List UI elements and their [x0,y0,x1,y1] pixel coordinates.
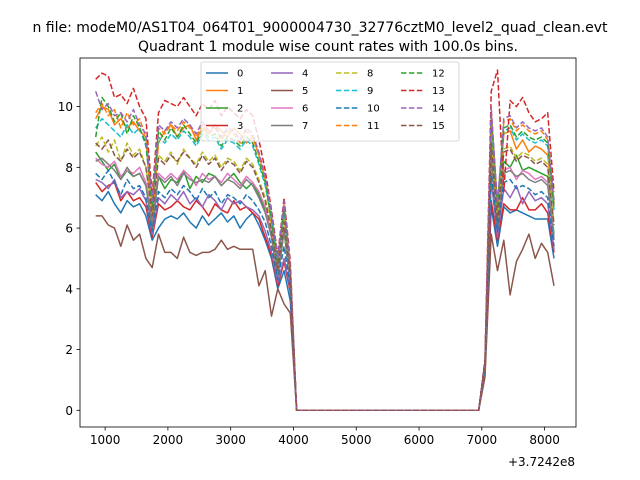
y-tick-label: 6 [65,222,73,236]
legend-label: 11 [367,121,380,132]
legend-item-14[interactable]: 14 [401,104,445,115]
legend-item-12[interactable]: 12 [401,69,445,80]
series-line-12 [94,96,555,412]
legend-label: 8 [367,69,373,80]
legend-label: 4 [302,69,308,80]
legend-label: 2 [237,104,243,115]
legend-label: 6 [302,104,308,115]
y-tick-label: 0 [65,404,73,418]
series-line-7 [95,154,555,412]
legend-item-13[interactable]: 13 [401,86,445,97]
y-axis-ticks: 0 2 4 6 8 10 [58,100,80,418]
legend-label: 5 [302,86,308,97]
chart-title: Quadrant 1 module wise count rates with … [138,39,518,55]
legend-item-7[interactable]: 7 [271,121,308,132]
legend-item-9[interactable]: 9 [336,86,373,97]
legend-label: 1 [237,86,243,97]
x-axis-ticks: 1000 2000 3000 4000 5000 6000 7000 8000 [90,427,560,447]
y-tick-label: 10 [58,100,73,114]
legend-label: 10 [367,104,380,115]
x-tick-label: 3000 [215,433,246,447]
legend-item-11[interactable]: 11 [336,121,380,132]
legend-label: 3 [237,121,243,132]
legend-label: 9 [367,86,373,97]
series-line-15 [95,139,555,412]
x-tick-label: 4000 [278,433,309,447]
series-line-4 [95,178,555,412]
legend-label: 0 [237,69,243,80]
y-tick-label: 8 [65,161,73,175]
legend-item-5[interactable]: 5 [271,86,308,97]
x-tick-label: 6000 [404,433,435,447]
x-tick-label: 8000 [529,433,560,447]
y-tick-label: 4 [65,282,73,296]
legend-item-0[interactable]: 0 [206,69,243,80]
series-line-3 [95,181,555,412]
series-line-0 [95,190,555,412]
y-tick-label: 2 [65,343,73,357]
legend-item-8[interactable]: 8 [336,69,373,80]
legend-item-10[interactable]: 10 [336,104,380,115]
x-tick-label: 1000 [90,433,121,447]
series-line-6 [95,157,555,412]
series-line-10 [95,169,555,412]
x-tick-label: 7000 [467,433,498,447]
axes-frame [79,57,577,428]
legend-item-3[interactable]: 3 [206,121,243,132]
x-tick-label: 5000 [341,433,372,447]
legend-item-6[interactable]: 6 [271,104,308,115]
figure-suptitle: n file: modeM0/AS1T04_064T01_9000004730_… [32,20,608,36]
legend-label: 12 [432,69,445,80]
legend-item-15[interactable]: 15 [401,121,445,132]
legend-label: 13 [432,86,445,97]
x-axis-offset-label: +3.7242e8 [508,455,575,469]
legend-label: 7 [302,121,308,132]
legend-item-4[interactable]: 4 [271,69,308,80]
legend-box [200,61,460,142]
legend-item-1[interactable]: 1 [206,86,243,97]
x-tick-label: 2000 [153,433,184,447]
legend-label: 15 [432,121,445,132]
legend-label: 14 [432,104,445,115]
series-line-5 [95,215,555,412]
legend-item-2[interactable]: 2 [206,104,243,115]
